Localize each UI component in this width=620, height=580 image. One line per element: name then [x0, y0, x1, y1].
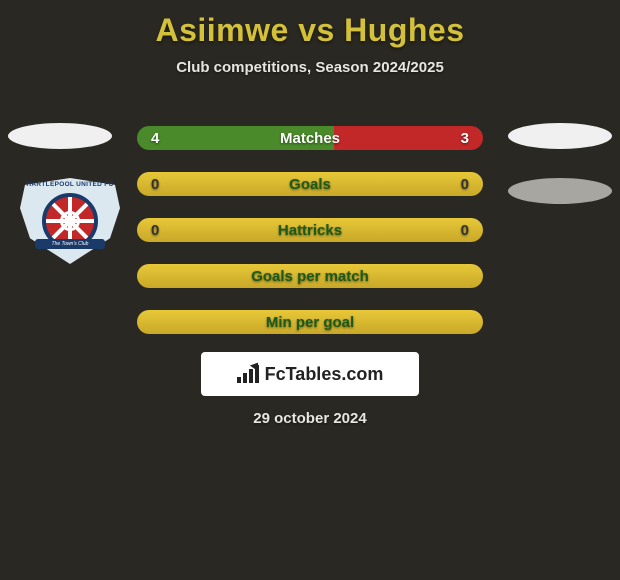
avatar-left-placeholder [8, 123, 112, 149]
stat-label: Hattricks [137, 222, 483, 239]
avatar-right-placeholder-1 [508, 123, 612, 149]
stat-row-goals: 0 Goals 0 [137, 172, 483, 196]
branding-logo[interactable]: FcTables.com [201, 352, 419, 396]
page-title: Asiimwe vs Hughes [0, 0, 620, 49]
stat-row-matches: 4 Matches 3 [137, 126, 483, 150]
club-badge: HARTLEPOOL UNITED FC The Town's Club [20, 178, 120, 264]
shield-icon: HARTLEPOOL UNITED FC The Town's Club [20, 178, 120, 264]
stat-row-min-per-goal: Min per goal [137, 310, 483, 334]
stat-label: Goals per match [137, 268, 483, 285]
branding-text: FcTables.com [265, 364, 384, 385]
badge-top-text: HARTLEPOOL UNITED FC [20, 181, 120, 188]
stat-row-goals-per-match: Goals per match [137, 264, 483, 288]
stat-label: Goals [137, 176, 483, 193]
date-text: 29 october 2024 [0, 410, 620, 427]
stats-container: 4 Matches 3 0 Goals 0 0 Hattricks 0 Goal… [137, 126, 483, 356]
chart-icon [237, 365, 259, 383]
avatar-right-placeholder-2 [508, 178, 612, 204]
badge-banner: The Town's Club [35, 239, 105, 249]
stat-value-right: 0 [461, 222, 469, 239]
stat-row-hattricks: 0 Hattricks 0 [137, 218, 483, 242]
subtitle: Club competitions, Season 2024/2025 [0, 59, 620, 76]
stat-value-right: 3 [461, 130, 469, 147]
stat-value-right: 0 [461, 176, 469, 193]
stat-label: Min per goal [137, 314, 483, 331]
stat-label: Matches [137, 130, 483, 147]
